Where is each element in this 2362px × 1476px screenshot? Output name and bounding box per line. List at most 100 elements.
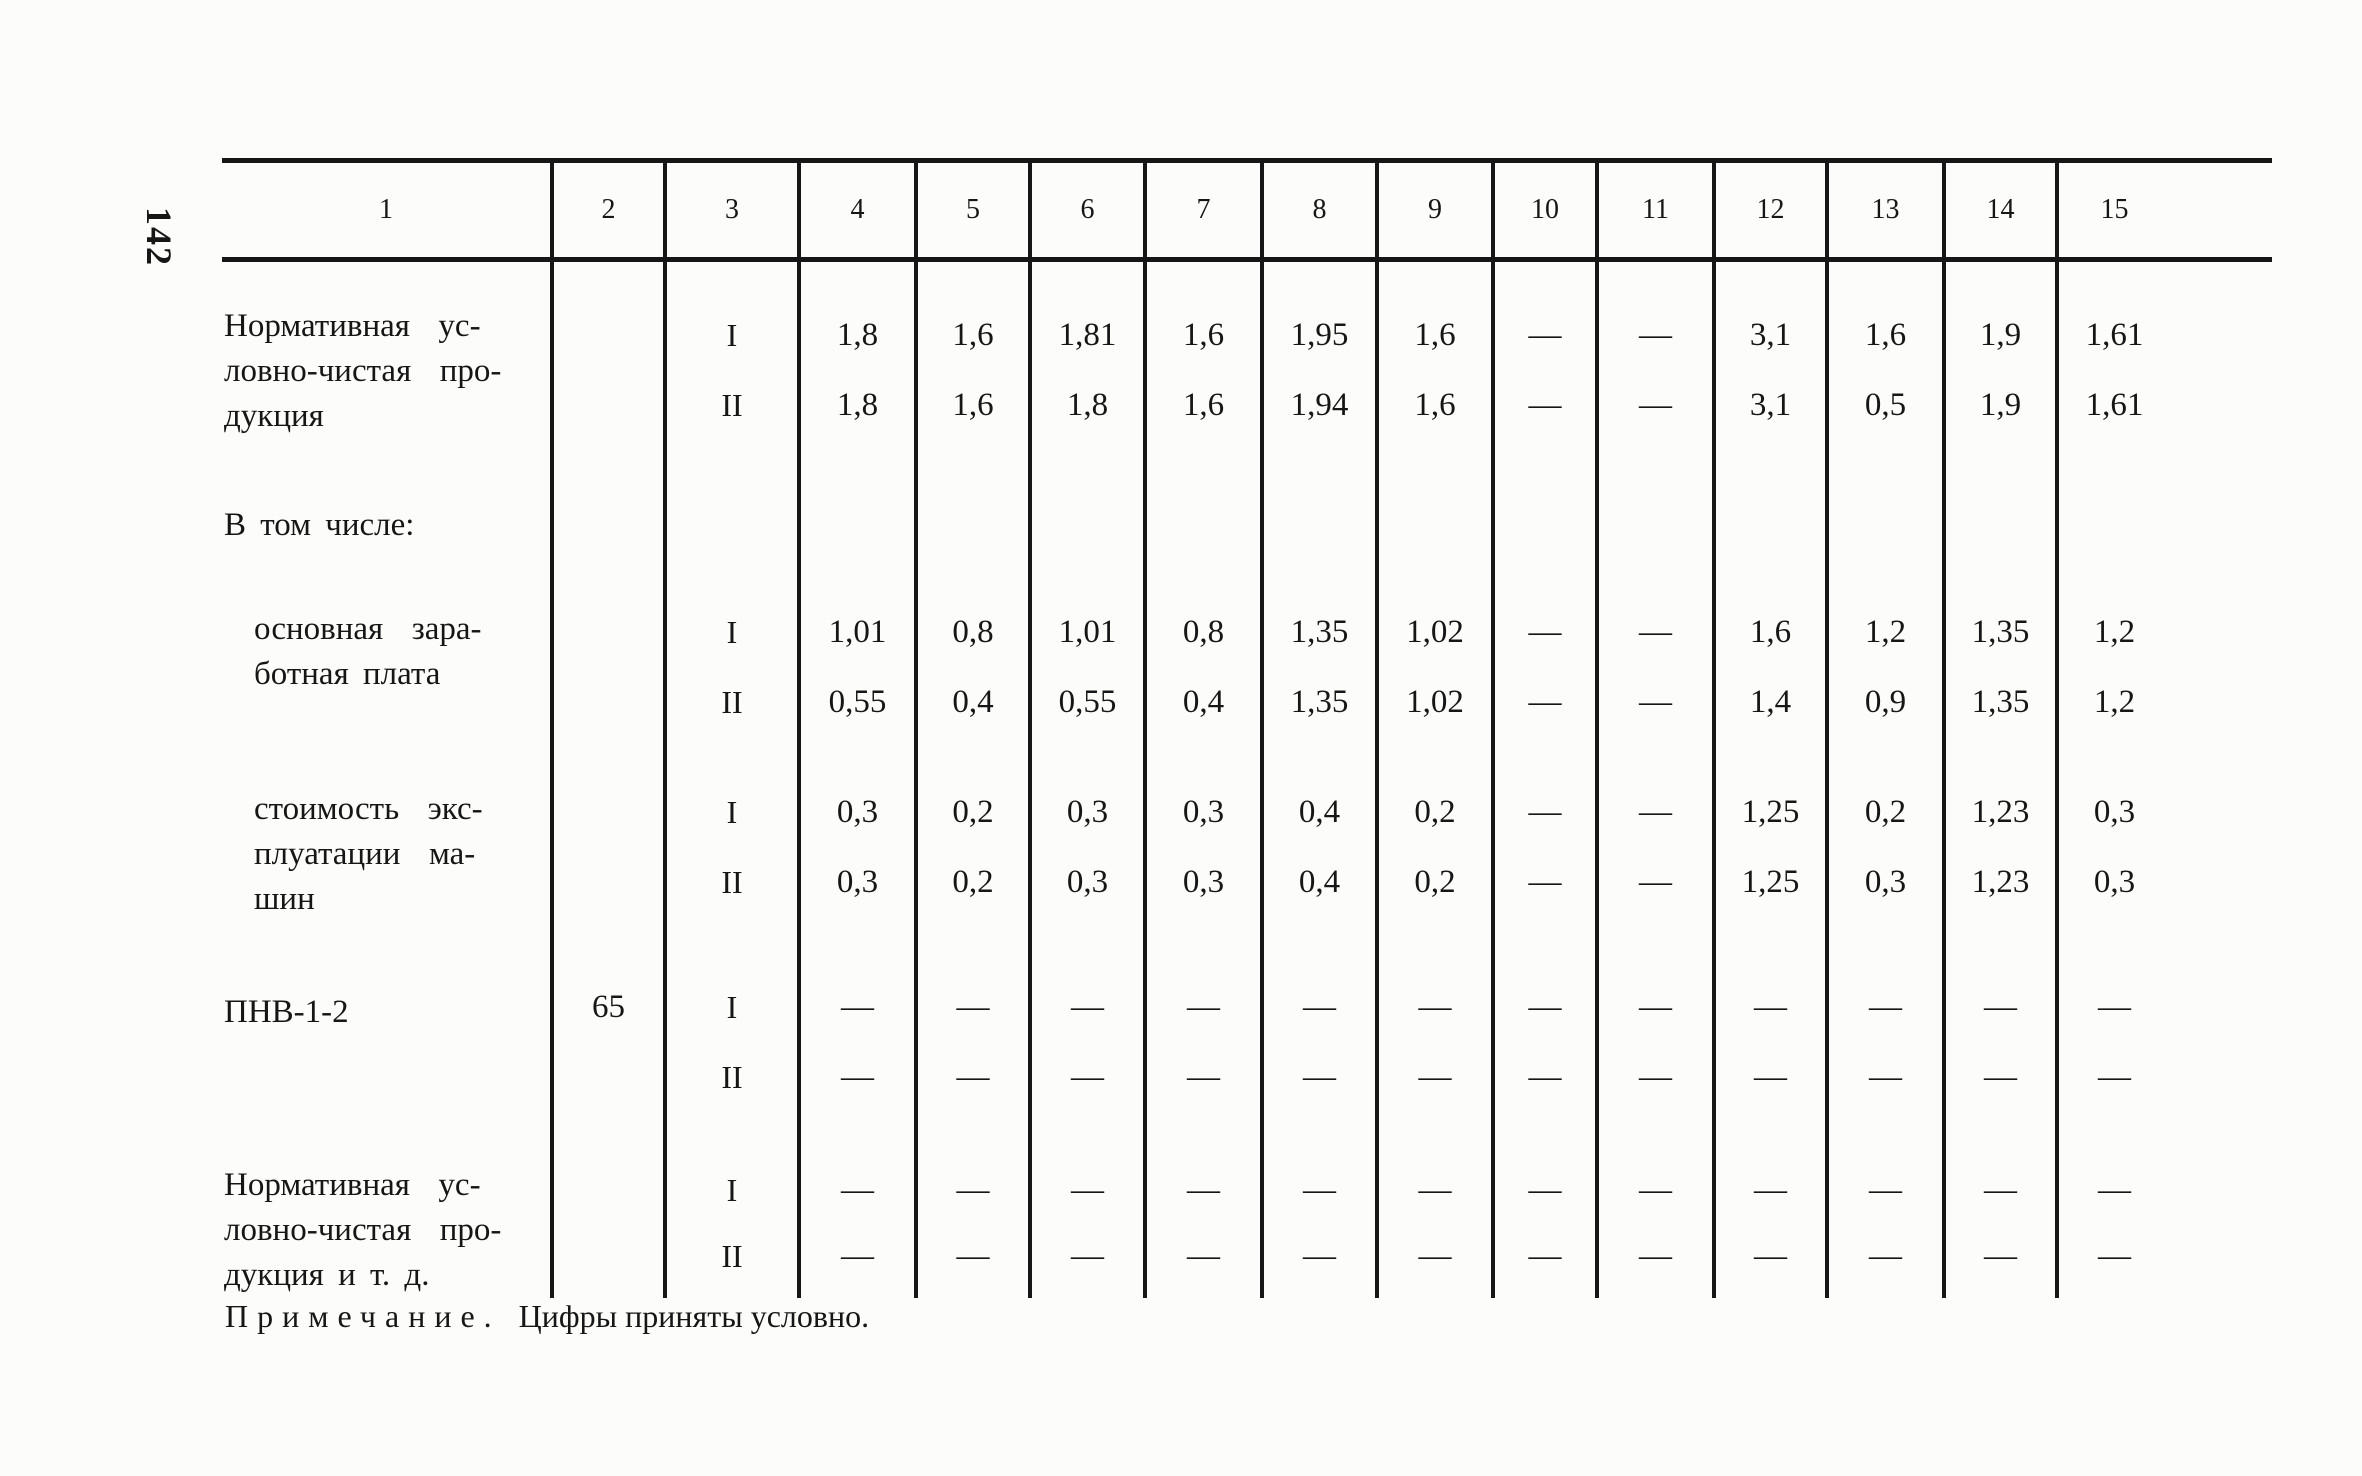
cell-value: — xyxy=(1187,1058,1220,1095)
value-wrap: — — xyxy=(1147,962,1260,1112)
value-cell: — — xyxy=(1264,1157,1379,1298)
cell-value: 1,6 xyxy=(1749,613,1792,650)
value-cell: — — xyxy=(1599,587,1716,767)
cell-value: 1,35 xyxy=(1971,613,2030,650)
variant-cell: I II xyxy=(667,962,801,1157)
cell-value: 0,4 xyxy=(1182,683,1225,720)
value-cell: 0,3 0,3 xyxy=(2059,767,2170,962)
value-cell: 1,25 1,25 xyxy=(1716,767,1829,962)
table-band: Нормативная ус- ловно-чистая про- дукция… xyxy=(222,1157,2272,1298)
value-cell: 1,6 1,6 xyxy=(1379,262,1495,477)
cell-value: — xyxy=(1528,386,1562,423)
value-wrap: 1,6 1,6 xyxy=(1147,262,1260,440)
value-wrap: 0,3 0,3 xyxy=(1032,767,1143,917)
variant-wrap: I II xyxy=(667,767,797,917)
header-cell: 14 xyxy=(1946,163,2059,257)
value-wrap: 1,61 1,61 xyxy=(2059,262,2170,440)
value-cell: — — xyxy=(1379,1157,1495,1298)
cell-value: 3,1 xyxy=(1749,386,1792,423)
cell-value: 1,35 xyxy=(1290,683,1349,720)
value-wrap: — — xyxy=(1379,962,1491,1112)
cell-value: — xyxy=(2098,1058,2131,1095)
cell-value: — xyxy=(1071,1237,1104,1274)
value-wrap: — — xyxy=(1032,1157,1143,1289)
value-cell: — — xyxy=(1946,962,2059,1157)
cell-value: 1,2 xyxy=(2093,613,2136,650)
value-wrap: 1,81 1,8 xyxy=(1032,262,1143,440)
cell-value: 0,2 xyxy=(1414,793,1456,830)
cell-value: 0,3 xyxy=(1066,863,1109,900)
cell-value: 1,6 xyxy=(1414,386,1456,423)
variant-label: II xyxy=(721,386,743,423)
cell-value: 1,25 xyxy=(1741,793,1800,830)
value-cell: — — xyxy=(1716,1157,1829,1298)
value-cell: — — xyxy=(801,1157,918,1298)
header-cell: 15 xyxy=(2100,194,2129,225)
value-cell: 1,9 1,9 xyxy=(1946,262,2059,477)
cell-value: 0,3 xyxy=(1864,863,1907,900)
header-cell: 1 xyxy=(222,163,554,257)
value-cell xyxy=(1264,477,1379,587)
variant-label: II xyxy=(721,863,743,900)
header-cell: 8 xyxy=(1264,163,1379,257)
value-wrap: — — xyxy=(1829,1157,1942,1289)
value-cell xyxy=(1495,477,1599,587)
value-cell: — — xyxy=(1495,1157,1599,1298)
cell-value: 1,02 xyxy=(1406,613,1464,650)
value-cell: — — xyxy=(1599,262,1716,477)
cell-value: — xyxy=(1639,316,1672,353)
value-cell: 1,02 1,02 xyxy=(1379,587,1495,767)
row-label: ПНВ-1-2 xyxy=(224,994,349,1030)
value-cell: 1,61 1,61 xyxy=(2059,262,2170,477)
value-cell xyxy=(1599,477,1716,587)
cell-value: 1,6 xyxy=(1182,386,1225,423)
value-cell: 1,2 0,9 xyxy=(1829,587,1946,767)
variant-wrap: I II xyxy=(667,587,797,737)
cell-value: — xyxy=(2098,1171,2131,1208)
row-label: стоимость экс- плуатации ма- шин xyxy=(254,791,483,917)
value-cell: 1,6 0,5 xyxy=(1829,262,1946,477)
cell-value: 0,2 xyxy=(1414,863,1456,900)
table-band: основная зара- ботная плата I II 1,01 0,55 0,… xyxy=(222,587,2272,767)
value-cell: — — xyxy=(1495,767,1599,962)
cell-value: 0,8 xyxy=(1182,613,1225,650)
table-note: Примечание. Цифры приняты условно. xyxy=(225,1298,869,1335)
cell-value: — xyxy=(1754,1237,1787,1274)
value-wrap: 1,2 1,2 xyxy=(2059,587,2170,737)
cell-value: — xyxy=(1639,613,1672,650)
value-wrap: — — xyxy=(1495,962,1595,1112)
variant-cell xyxy=(667,477,801,587)
cell-value: — xyxy=(1418,1237,1452,1274)
value-cell: — — xyxy=(1599,767,1716,962)
note-text: Цифры приняты условно. xyxy=(518,1298,870,1334)
value-wrap: 0,8 0,4 xyxy=(918,587,1028,737)
cell-value: — xyxy=(1303,988,1336,1025)
cell-value: — xyxy=(1869,988,1902,1025)
cell-value: — xyxy=(2098,1237,2131,1274)
value-wrap: 1,35 1,35 xyxy=(1946,587,2055,737)
value-cell: — — xyxy=(1599,962,1716,1157)
value-cell xyxy=(1147,477,1264,587)
header-cell: 9 xyxy=(1379,163,1495,257)
cell-value: — xyxy=(1418,988,1452,1025)
cell-value: 0,2 xyxy=(1864,793,1907,830)
value-wrap: — — xyxy=(1379,1157,1491,1289)
variant-wrap: I II xyxy=(667,262,797,440)
cell-value: — xyxy=(956,988,990,1025)
table-body: Нормативная ус- ловно-чистая про- дукция… xyxy=(222,262,2272,1298)
value-wrap: 0,3 0,3 xyxy=(801,767,914,917)
value-wrap: 1,25 1,25 xyxy=(1716,767,1825,917)
value-cell: 1,01 0,55 xyxy=(1032,587,1147,767)
page-number: 142 xyxy=(139,207,179,267)
cell-value: 0,3 xyxy=(836,863,879,900)
value-cell: 0,8 0,4 xyxy=(918,587,1032,767)
value-wrap: 1,9 1,9 xyxy=(1946,262,2055,440)
value-wrap: 0,2 0,2 xyxy=(1379,767,1491,917)
variant-wrap: I II xyxy=(667,962,797,1112)
header-cell: 10 xyxy=(1495,163,1599,257)
cell-value: 1,95 xyxy=(1290,316,1349,353)
variant-label: II xyxy=(721,1237,743,1274)
value-cell xyxy=(1379,477,1495,587)
value-wrap: — — xyxy=(1829,962,1942,1112)
header-cell: 12 xyxy=(1716,163,1829,257)
